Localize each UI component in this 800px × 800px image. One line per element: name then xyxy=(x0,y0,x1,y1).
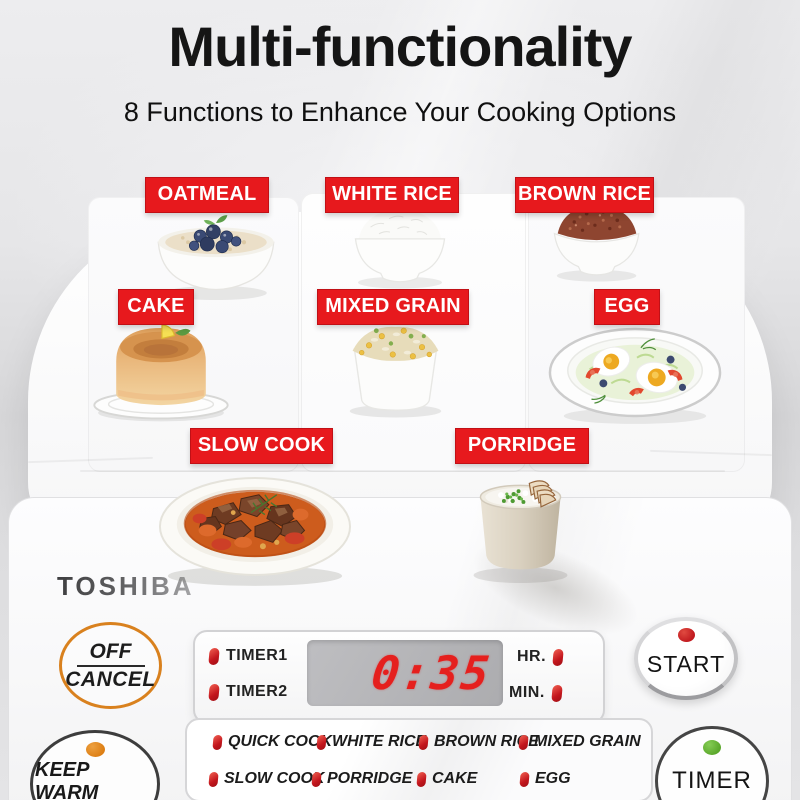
off-cancel-button[interactable]: OFF CANCEL xyxy=(59,622,162,709)
function-cake: CAKE xyxy=(416,770,478,788)
function-quick-cook: QUICK COOK xyxy=(212,733,332,751)
egg-led-icon xyxy=(519,771,530,787)
start-button[interactable]: START xyxy=(634,617,738,700)
function-brown-rice: BROWN RICE xyxy=(418,733,539,751)
egg-label: EGG xyxy=(594,289,660,325)
lcd-screen: 0:35 xyxy=(307,640,503,706)
min-label: MIN. xyxy=(509,684,545,701)
hr-indicator: HR. xyxy=(517,648,564,666)
timer1-indicator: TIMER1 xyxy=(208,647,288,665)
timer2-led-icon xyxy=(208,683,220,701)
brown-rice-label: BROWN RICE xyxy=(515,177,654,213)
function-slow-cook: SLOW COOK xyxy=(208,770,325,788)
mixed-grain-led-icon xyxy=(518,734,529,750)
white-rice-led-icon xyxy=(316,734,327,750)
white-rice-photo xyxy=(337,192,463,295)
brown-rice-photo xyxy=(537,188,657,289)
porridge-func-label: PORRIDGE xyxy=(327,770,413,787)
slow-cook-func-label: SLOW COOK xyxy=(224,770,325,787)
lcd-time-value: 0:35 xyxy=(368,646,495,700)
mixed-grain-photo xyxy=(327,307,464,422)
start-label: START xyxy=(646,651,726,677)
function-porridge: PORRIDGE xyxy=(311,770,413,788)
brown-rice-func-label: BROWN RICE xyxy=(434,733,539,750)
off-label: OFF xyxy=(76,640,145,667)
egg-photo xyxy=(546,316,724,427)
cake-label: CAKE xyxy=(118,289,194,325)
slow-cook-led-icon xyxy=(208,771,219,787)
white-rice-func-label: WHITE RICE xyxy=(332,733,427,750)
porridge-photo xyxy=(457,455,584,586)
timer-display-panel: TIMER1 TIMER2 0:35 HR. MIN. xyxy=(193,630,605,724)
slow-cook-photo xyxy=(156,457,354,588)
porridge-label: PORRIDGE xyxy=(455,428,589,464)
timer1-led-icon xyxy=(208,647,220,665)
oatmeal-label: OATMEAL xyxy=(145,177,269,213)
white-rice-label: WHITE RICE xyxy=(325,177,459,213)
page-title: Multi-functionality xyxy=(168,15,632,78)
function-indicator-panel: QUICK COOK WHITE RICE BROWN RICE MIXED G… xyxy=(185,718,653,800)
cancel-label: CANCEL xyxy=(65,667,156,691)
cake-led-icon xyxy=(416,771,427,787)
min-indicator: MIN. xyxy=(509,684,563,702)
quick-cook-led-icon xyxy=(212,734,223,750)
mixed-grain-label: MIXED GRAIN xyxy=(317,289,469,325)
start-led-icon xyxy=(677,628,695,642)
hr-led-icon xyxy=(552,648,564,666)
egg-func-label: EGG xyxy=(535,770,571,787)
function-white-rice: WHITE RICE xyxy=(316,733,427,751)
timer-led-icon xyxy=(703,740,721,755)
timer-label: TIMER xyxy=(672,767,752,794)
timer2-indicator: TIMER2 xyxy=(208,683,288,701)
slow-cook-label: SLOW COOK xyxy=(190,428,333,464)
toshiba-logo: TOSHIBA xyxy=(57,571,195,601)
oatmeal-photo xyxy=(146,197,286,305)
timer1-label: TIMER1 xyxy=(226,647,288,664)
page-subtitle: 8 Functions to Enhance Your Cooking Opti… xyxy=(123,97,677,127)
keep-warm-led-icon xyxy=(85,742,105,757)
porridge-led-icon xyxy=(311,771,322,787)
cake-photo xyxy=(80,307,242,428)
panel-seam xyxy=(80,470,725,472)
brown-rice-led-icon xyxy=(418,734,429,750)
hr-label: HR. xyxy=(517,648,547,665)
mixed-grain-func-label: MIXED GRAIN xyxy=(534,733,641,750)
timer2-label: TIMER2 xyxy=(226,683,288,700)
min-led-icon xyxy=(551,684,563,702)
quick-cook-label: QUICK COOK xyxy=(228,733,332,750)
cake-func-label: CAKE xyxy=(432,770,478,787)
keep-warm-label: KEEP WARM xyxy=(33,759,157,800)
function-egg: EGG xyxy=(519,770,571,788)
function-mixed-grain: MIXED GRAIN xyxy=(518,733,641,751)
